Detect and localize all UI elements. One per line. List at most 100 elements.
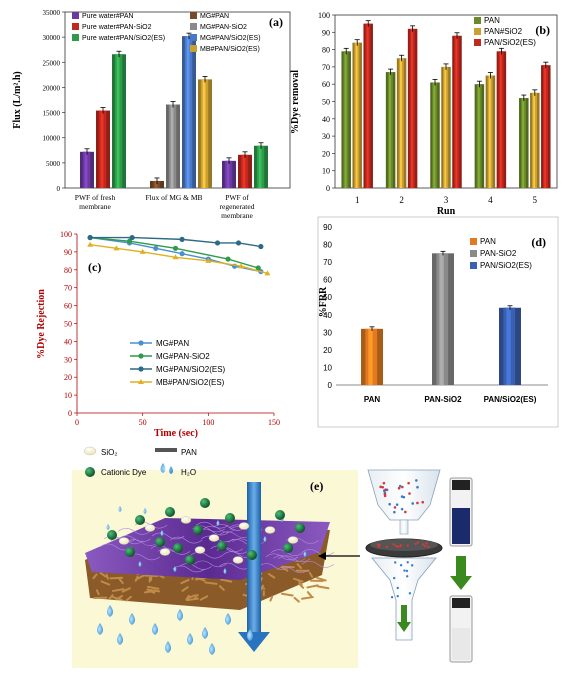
green-flow-arrow-lower <box>397 605 411 632</box>
feed-dot <box>416 501 419 505</box>
panel-b-y-tick-label: 50 <box>322 98 330 107</box>
dye-molecule <box>217 541 227 551</box>
panel-d-y-tick-label: 90 <box>323 223 332 232</box>
silica-particle <box>264 526 276 534</box>
panel-c-data-point <box>179 251 185 257</box>
dye-molecule <box>155 537 165 547</box>
link-arrow-head <box>318 552 326 560</box>
panel-a-label: (a) <box>269 15 283 29</box>
water-legend-label: H₂O <box>181 468 196 477</box>
panel-a-bar <box>166 104 180 188</box>
dye-legend-label: Cationic Dye <box>101 468 147 477</box>
mesh-strand <box>273 555 306 562</box>
disk-dot <box>427 545 430 548</box>
disk-dot <box>396 545 400 548</box>
fiber-strand <box>298 582 305 589</box>
panel-d-legend-label: PAN <box>480 237 496 246</box>
panel-d-y-tick-label: 30 <box>323 328 332 337</box>
feed-dot <box>400 507 404 511</box>
panel-e-label: (e) <box>310 479 323 493</box>
silica-particle <box>118 537 130 545</box>
disk-dot <box>377 545 381 548</box>
mesh-strand <box>172 565 206 573</box>
dye-molecule <box>247 550 257 560</box>
panel-b-legend-swatch <box>474 17 481 24</box>
panel-b-y-tick-label: 80 <box>322 46 330 55</box>
panel-b-legend-label: PAN <box>484 16 500 25</box>
feed-dot <box>383 493 387 496</box>
dye-legend-icon <box>85 467 95 477</box>
panel-a-bar <box>198 79 212 188</box>
panel-a-x-tick-label: Flux of MG & MB <box>145 193 202 202</box>
dye-molecule <box>107 530 117 540</box>
feed-dot <box>416 485 419 489</box>
panel-a-legend-label: MG#PAN <box>200 13 229 20</box>
panel-c-data-point <box>87 234 93 241</box>
permeate-droplet <box>129 613 135 625</box>
panel-a-bar-shine <box>242 154 246 188</box>
panel-c-data-point <box>264 270 271 276</box>
panel-b-bar-shine <box>411 28 413 189</box>
sio2-legend-label: SiO₂ <box>101 448 117 457</box>
funnel-neck <box>399 519 409 535</box>
panel-b-x-tick-label: 2 <box>399 195 404 205</box>
dye-molecule <box>165 507 175 517</box>
funnel-top <box>367 469 441 521</box>
fiber-strand <box>146 585 160 590</box>
panel-d-x-ticks: PAN PAN-SiO2 PAN/SiO2(ES) <box>364 395 537 404</box>
mesh-strand <box>194 560 227 568</box>
permeate-dot <box>405 569 409 573</box>
fiber-strand <box>269 595 274 602</box>
panel-d-bar-shine <box>439 253 444 385</box>
panel-c-legend-label: MB#PAN/SiO2(ES) <box>156 378 225 387</box>
panel-b-bar <box>352 42 362 189</box>
panel-b-bar <box>474 84 485 188</box>
feed-dot <box>395 503 399 506</box>
mesh-strand <box>277 555 311 563</box>
panel-a-legend-swatch <box>190 34 197 41</box>
panel-b-bar-shine <box>488 75 491 188</box>
dye-molecule <box>275 510 285 520</box>
panel-c-y-tick-label: 30 <box>64 355 72 364</box>
fiber-strand <box>105 573 109 580</box>
permeate-droplet <box>225 613 231 625</box>
vial-permeate-liquid <box>452 628 470 660</box>
panel-a-bar-shine <box>100 110 104 188</box>
panel-c-data-point <box>129 234 135 241</box>
panel-b-bar <box>485 75 496 188</box>
panel-a-x-tick-label: membrane <box>79 202 111 211</box>
panel-d-x-tick-label: PAN/SiO2(ES) <box>484 395 537 404</box>
water-droplet <box>263 536 267 542</box>
silica-particle <box>232 556 244 564</box>
disk-dot <box>421 543 425 546</box>
panel-c-data-point <box>214 240 221 246</box>
feed-dot <box>400 495 404 498</box>
panel-a-bar <box>254 145 268 188</box>
filtration-apparatus <box>365 469 473 663</box>
feed-dot <box>393 506 397 509</box>
disk-dot <box>394 544 398 547</box>
fiber-strand <box>218 585 225 591</box>
water-droplet <box>143 508 147 514</box>
panel-b-y-tick-label: 0 <box>326 184 330 193</box>
water-droplet <box>160 530 164 536</box>
fiber-strand <box>146 588 156 594</box>
panel-d-bars <box>361 250 521 385</box>
panel-a-y-tick-label: 30000 <box>43 34 61 42</box>
panel-b-y-tick-label: 40 <box>322 115 330 124</box>
panel-b-bar-shine <box>522 98 525 188</box>
pan-legend-label: PAN <box>181 448 197 457</box>
panel-a-bar-shine <box>202 79 206 188</box>
water-legend-icon <box>160 463 173 474</box>
fiber-strand <box>111 588 125 592</box>
fiber-strand <box>280 566 289 572</box>
permeate-dot <box>390 596 394 599</box>
permeate-droplet <box>187 633 193 645</box>
panel-c-data-point <box>153 245 159 251</box>
panel-b-legend-label: PAN#SiO2 <box>484 27 523 36</box>
panel-c-y-tick-label: 90 <box>64 248 72 257</box>
panel-c-x-tick-label: 100 <box>202 418 214 427</box>
fiber-strand <box>306 584 319 589</box>
disk-dot <box>406 544 409 547</box>
mesh-strand <box>219 531 252 538</box>
